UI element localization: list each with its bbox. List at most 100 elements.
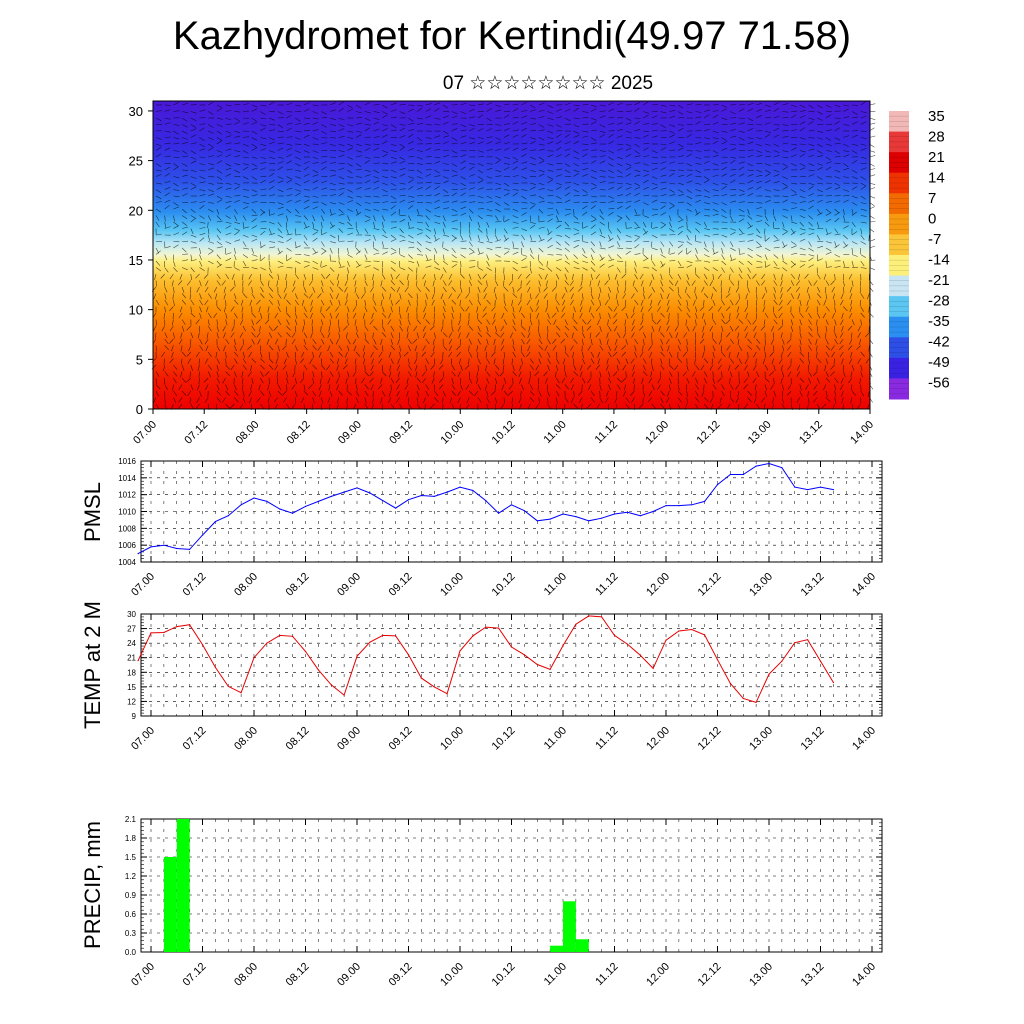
wind-vector: [582, 211, 588, 216]
wind-vector: [172, 293, 174, 300]
wind-vector: [735, 384, 740, 390]
wind-vector: [338, 150, 345, 153]
wind-vector: [834, 150, 840, 154]
wind-vector: [415, 371, 418, 378]
wind-vector: [321, 195, 328, 197]
wind-vector: [438, 364, 444, 370]
wind-vector: [430, 364, 435, 370]
wind-vector: [434, 102, 441, 106]
wind-vector: [503, 156, 510, 159]
wind-vector: [267, 306, 270, 313]
wind-vector: [643, 230, 648, 236]
wind-vector: [764, 254, 768, 261]
wind-vector: [529, 215, 531, 222]
wind-vector: [526, 338, 531, 345]
wind-vector: [320, 260, 322, 268]
wind-vector: [425, 259, 432, 262]
wind-vector: [573, 156, 580, 160]
wind-vector: [564, 364, 566, 372]
wind-vector: [642, 358, 647, 364]
wind-vector: [495, 156, 501, 161]
wind-vector: [466, 397, 470, 404]
wind-vector: [465, 403, 470, 410]
wind-vector: [155, 267, 162, 272]
wind-vector: [329, 124, 336, 126]
wind-vector: [851, 280, 854, 287]
wind-vector: [338, 167, 345, 171]
wind-vector: [199, 215, 205, 219]
wind-vector: [556, 234, 563, 237]
wind-vector: [390, 345, 396, 351]
wind-vector: [425, 247, 432, 252]
wind-vector: [260, 403, 265, 409]
wind-vector: [408, 345, 411, 352]
wind-vector: [329, 299, 333, 306]
wind-vector: [512, 312, 516, 319]
wind-vector: [717, 273, 722, 279]
wind-vector: [155, 384, 161, 390]
wind-vector: [234, 150, 241, 152]
wind-vector: [208, 130, 214, 134]
wind-vector: [303, 234, 308, 241]
wind-vector: [606, 338, 609, 345]
wind-vector: [790, 215, 793, 222]
wind-vector: [251, 332, 256, 338]
wind-vector: [286, 114, 292, 119]
wind-vector: [608, 264, 614, 268]
wind-vector: [622, 390, 627, 397]
wind-vector: [830, 345, 835, 351]
wind-vector: [843, 286, 845, 294]
wind-vector: [434, 117, 441, 120]
wind-vector: [573, 150, 579, 154]
wind-vector: [677, 241, 685, 243]
wind-vector: [721, 319, 726, 325]
wind-vector: [799, 215, 806, 219]
wind-vector: [286, 228, 289, 235]
wind-vector: [286, 194, 293, 197]
wind-vector: [234, 247, 236, 254]
wind-vector: [199, 156, 206, 158]
wind-vector: [380, 377, 383, 384]
wind-vector: [616, 358, 621, 364]
wind-vector: [738, 108, 745, 112]
wind-vector: [538, 351, 542, 358]
wind-vector: [721, 234, 728, 238]
wind-vector: [440, 325, 444, 332]
wind-vector: [712, 273, 715, 280]
wind-vector: [790, 273, 796, 279]
wind-vector: [486, 358, 490, 364]
wind-vector: [547, 228, 550, 235]
wind-vector: [712, 351, 715, 358]
wind-vector: [709, 280, 714, 286]
wind-vector: [764, 364, 769, 371]
wind-vector: [303, 286, 307, 293]
data-point: [343, 491, 345, 493]
x-tick-label: 12.12: [696, 961, 724, 989]
wind-vector: [380, 397, 383, 404]
wind-vector: [625, 166, 632, 171]
wind-vector: [260, 124, 267, 127]
wind-vector: [526, 280, 531, 286]
wind-vector: [225, 258, 232, 262]
wind-vector: [390, 273, 394, 280]
wind-vector: [529, 364, 535, 370]
data-point: [575, 516, 577, 518]
wind-vector: [442, 254, 445, 261]
wind-vector: [825, 241, 832, 244]
wind-vector: [179, 273, 183, 280]
wind-vector: [535, 403, 540, 410]
wind-vector: [242, 103, 249, 106]
wind-vector: [608, 259, 615, 262]
wind-vector: [372, 390, 374, 398]
wind-vector: [721, 141, 728, 145]
wind-vector: [338, 143, 345, 147]
wind-vector: [651, 332, 653, 339]
x-tick-label: 13.12: [799, 725, 827, 753]
wind-vector: [321, 250, 327, 255]
wind-vector: [773, 215, 777, 222]
wind-vector: [686, 202, 692, 207]
wind-vector: [408, 185, 414, 190]
wind-vector: [599, 345, 604, 351]
wind-vector: [790, 245, 797, 249]
wind-vector: [729, 338, 735, 344]
